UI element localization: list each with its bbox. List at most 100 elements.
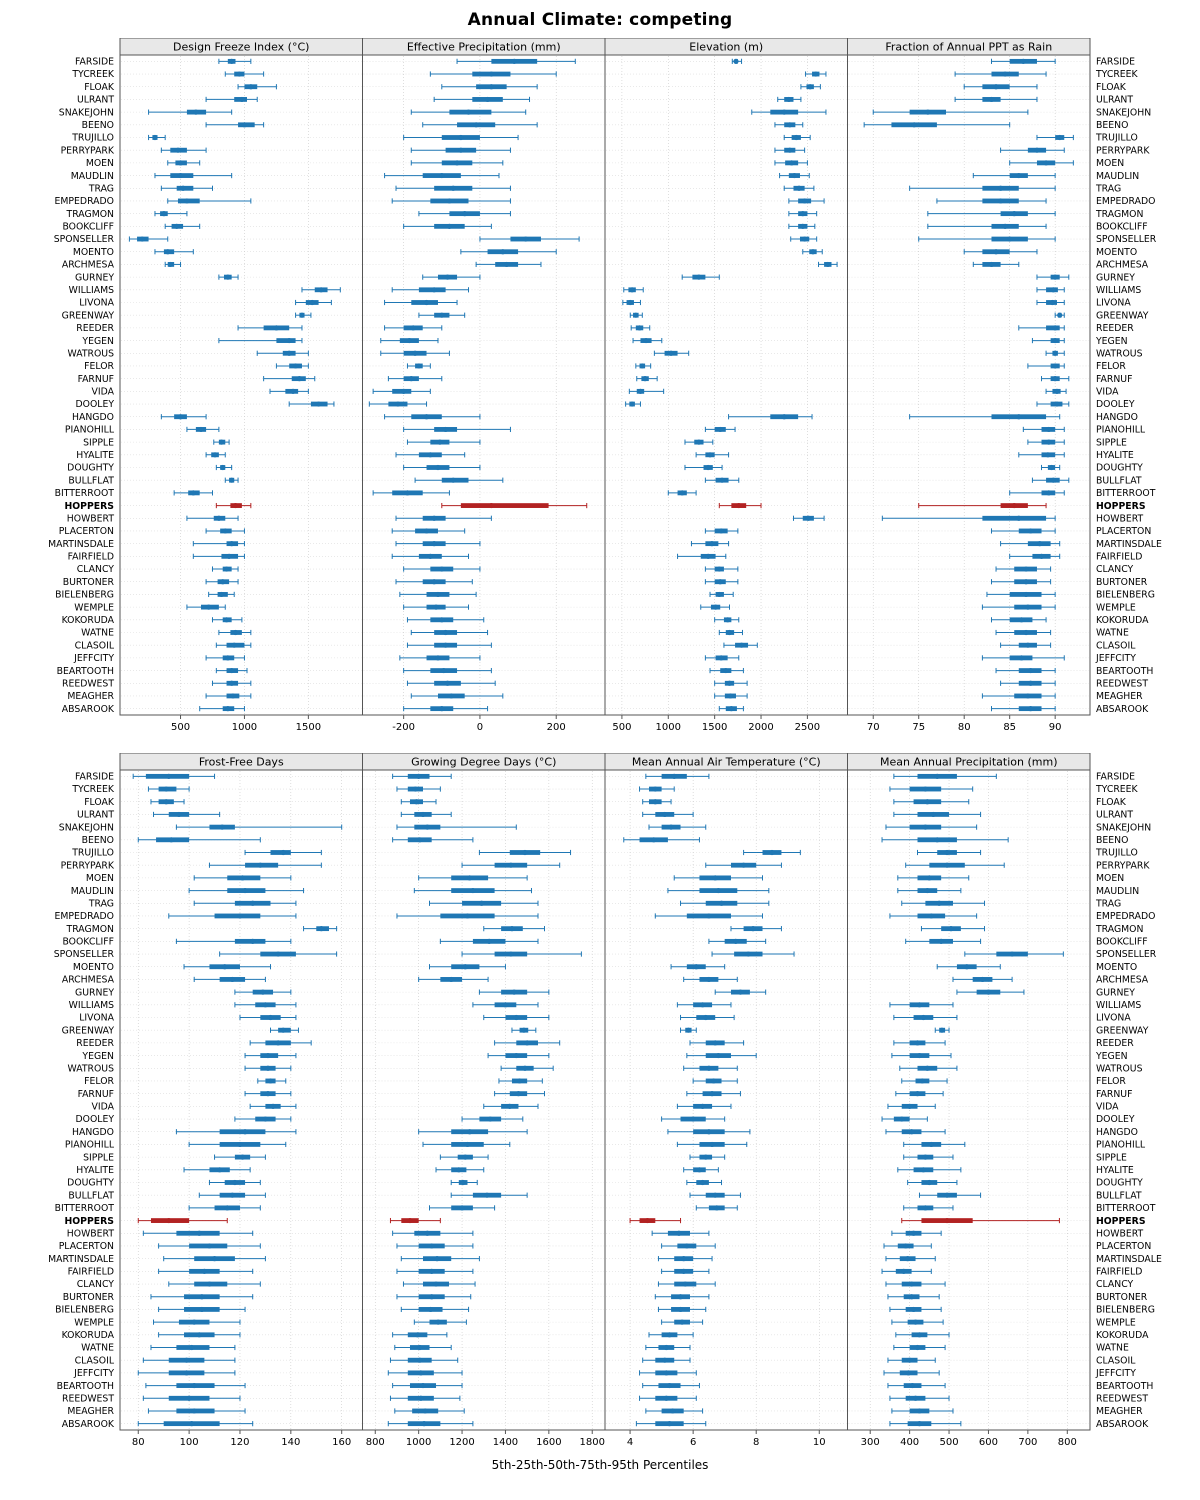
series-farnuf [387, 376, 443, 382]
series-reedwest [389, 1395, 461, 1401]
series-jeffcity [387, 1370, 463, 1376]
station-label-right: GREENWAY [1096, 310, 1149, 321]
series-trujillo [783, 134, 811, 141]
series-reedwest [211, 680, 252, 686]
station-label-left: KOKORUDA [62, 1330, 115, 1341]
series-farside [645, 773, 710, 779]
median-dot [191, 1408, 197, 1414]
x-tick-label: 160 [332, 1437, 351, 1448]
median-dot [712, 875, 718, 881]
station-label-left: VIDA [92, 387, 115, 398]
median-dot [488, 84, 494, 90]
station-label-right: PIANOHILL [1096, 425, 1146, 436]
median-dot [257, 862, 263, 868]
median-dot [1057, 312, 1063, 318]
series-bookcliff [905, 938, 982, 944]
station-label-left: GURNEY [75, 272, 114, 283]
x-tick-label: 80 [958, 722, 971, 733]
station-label-right: BITTERROOT [1096, 488, 1156, 499]
station-label-right: MAUDLIN [1096, 171, 1139, 182]
station-label-left: MOENTO [73, 962, 114, 973]
median-dot [717, 426, 723, 433]
series-watne [394, 1344, 452, 1351]
median-dot [206, 1281, 213, 1287]
series-tycreek [889, 786, 974, 792]
median-dot [709, 541, 715, 547]
median-dot [705, 553, 711, 559]
median-dot [1025, 642, 1031, 648]
x-tick-label: 1000 [232, 722, 257, 733]
station-label-right: MARTINSDALE [1096, 1254, 1162, 1265]
median-dot [988, 261, 995, 268]
series-vida [1045, 388, 1067, 394]
series-beartooth [392, 1382, 463, 1389]
x-tick-label: 700 [1018, 1437, 1037, 1448]
series-bullflat [450, 1192, 528, 1198]
series-doughty [1041, 464, 1061, 471]
median-dot [521, 1027, 527, 1033]
median-dot [190, 490, 196, 496]
median-dot [910, 1306, 917, 1313]
series-vida [628, 388, 665, 394]
median-dot [716, 566, 722, 572]
series-kokoruda [714, 617, 740, 623]
station-label-right: MOEN [1096, 158, 1124, 169]
median-dot [663, 1395, 669, 1401]
median-dot [727, 693, 734, 699]
median-dot [711, 1078, 717, 1084]
station-label-left: BEENO [82, 120, 114, 131]
series-empedrado [889, 913, 978, 919]
series-tycreek [224, 71, 265, 77]
series-placerton [205, 528, 245, 534]
panel-row-top: FARSIDE FARSIDE TYCREEK TYCREEK FLOAK FLOAK UL… [0, 37, 1200, 739]
median-dot [791, 172, 798, 179]
series-farnuf [636, 376, 658, 382]
station-label-left: DOUGHTY [67, 1178, 114, 1189]
median-dot [429, 1294, 435, 1300]
series-fairfield [396, 1268, 474, 1274]
median-dot [511, 989, 517, 995]
series-sponseller [219, 951, 338, 957]
median-dot [781, 109, 787, 115]
series-tragmon [418, 211, 511, 217]
median-dot [424, 824, 430, 830]
median-dot [685, 1027, 692, 1033]
series-martinsdale [690, 541, 730, 547]
median-dot [222, 964, 228, 970]
median-dot [176, 811, 182, 818]
median-dot [997, 185, 1004, 191]
median-dot [435, 655, 441, 661]
x-tick-label: 2500 [795, 722, 820, 733]
median-dot [511, 58, 517, 64]
median-dot [1043, 160, 1049, 166]
station-label-right: EMPEDRADO [1096, 196, 1155, 207]
station-label-right: HANGDO [1096, 1127, 1138, 1138]
series-archmesa [818, 261, 838, 268]
median-dot [206, 1243, 213, 1249]
series-pianohill [676, 1141, 748, 1148]
median-dot [928, 913, 934, 919]
median-dot [423, 299, 430, 306]
station-label-left: MARTINSDALE [48, 539, 114, 550]
series-tycreek [954, 71, 1047, 77]
station-label-left: FELOR [84, 1076, 114, 1087]
series-sipple [213, 439, 230, 445]
median-dot [1028, 667, 1034, 674]
station-label-left: MOENTO [73, 247, 114, 258]
median-dot [265, 1052, 271, 1059]
median-dot [407, 1217, 413, 1224]
median-dot [262, 1116, 269, 1122]
median-dot [433, 1281, 439, 1287]
series-fairfield [677, 553, 727, 559]
median-dot [267, 1078, 274, 1084]
series-williams [623, 287, 644, 293]
series-wemple [403, 604, 469, 610]
station-label-right: PIANOHILL [1096, 1140, 1146, 1151]
median-dot [718, 528, 724, 534]
series-wemple [153, 1319, 241, 1325]
series-empedrado [391, 198, 511, 204]
series-reeder [893, 1040, 946, 1046]
panel-frame [604, 769, 848, 1431]
median-dot [513, 1014, 519, 1021]
median-dot [926, 875, 932, 881]
